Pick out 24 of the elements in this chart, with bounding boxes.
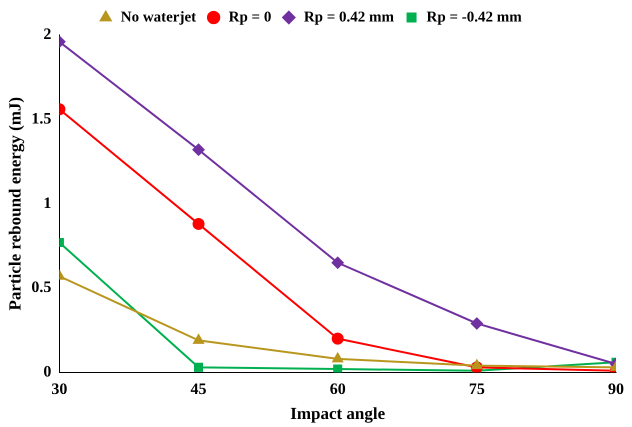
x-tick-label: 75 <box>468 381 485 398</box>
legend-label: No waterjet <box>120 9 196 26</box>
legend-label: Rp = 0.42 mm <box>304 9 395 26</box>
y-tick-label: 1.5 <box>31 110 52 128</box>
y-tick-label: 2 <box>43 26 52 44</box>
x-axis-title: Impact angle <box>290 404 386 424</box>
point <box>472 360 482 370</box>
x-tick-label: 45 <box>190 381 207 398</box>
x-tick-label: 30 <box>51 381 68 398</box>
x-tick-label: 60 <box>330 381 346 398</box>
point <box>332 352 344 362</box>
y-tick-label: 0 <box>43 364 52 381</box>
y-tick-label: 0.5 <box>31 279 52 296</box>
point <box>470 317 483 330</box>
point <box>332 256 344 269</box>
point <box>193 334 204 344</box>
y-tick-label: 1 <box>43 194 52 212</box>
point <box>192 218 205 230</box>
point <box>332 332 344 345</box>
legend-label: Rp = 0 <box>228 9 272 26</box>
point <box>192 144 205 156</box>
legend-label: Rp = -0.42 mm <box>426 9 522 26</box>
x-tick-label: 90 <box>608 381 624 398</box>
y-axis-title: Particle rebound energy (mJ) <box>6 96 25 310</box>
